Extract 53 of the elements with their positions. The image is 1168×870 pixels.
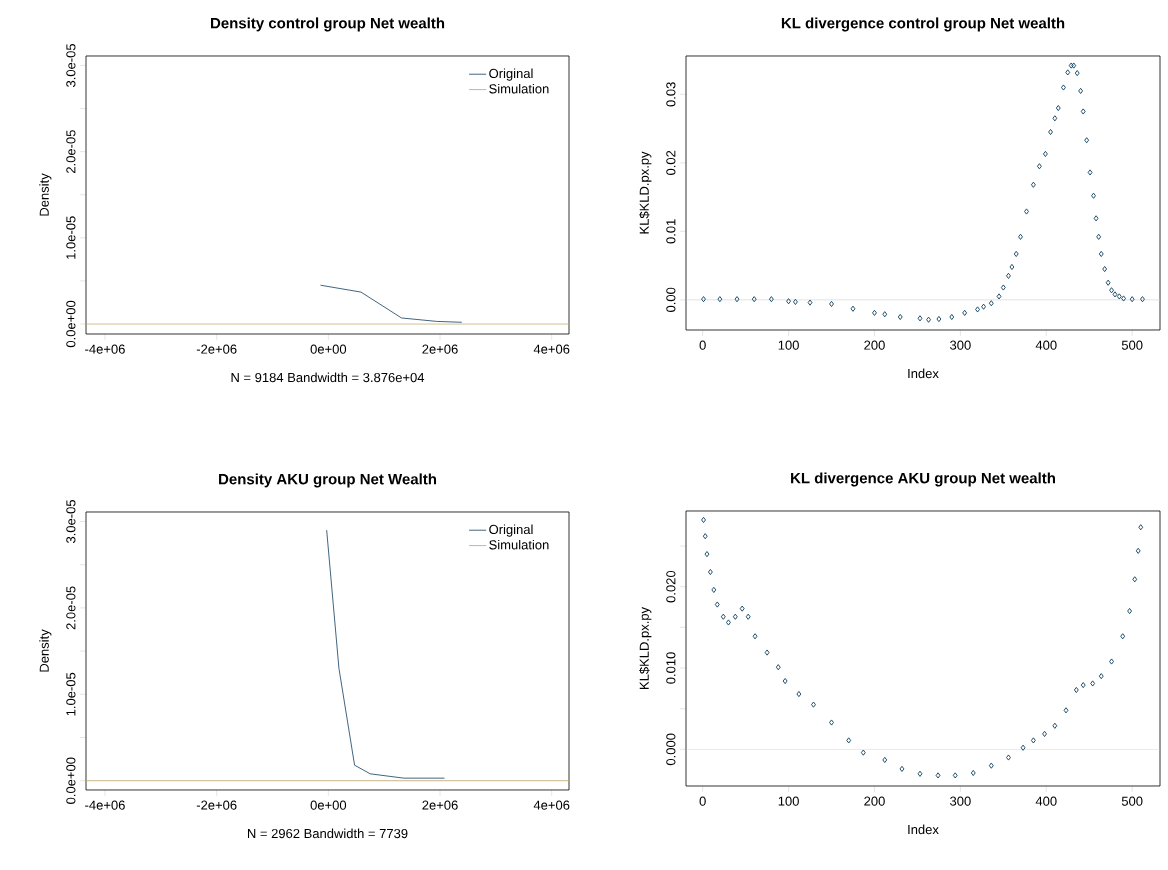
legend-label: Simulation xyxy=(489,83,549,94)
x-tick-label: 300 xyxy=(950,796,971,806)
y-tick-label: 0.000 xyxy=(666,733,676,766)
y-tick-label: 0.0e+00 xyxy=(66,300,76,348)
x-tick-label: 400 xyxy=(1035,340,1057,350)
x-tick-label: 500 xyxy=(1121,796,1143,806)
y-tick-label: 2.0e-05 xyxy=(66,130,76,174)
y-tick-label: 0.010 xyxy=(666,652,676,684)
y-tick-label: 1.0e-05 xyxy=(66,672,76,716)
x-axis-title: N = 2962 Bandwidth = 7739 xyxy=(247,828,408,839)
x-tick-label: 100 xyxy=(778,796,799,806)
chart-title: KL divergence control group Net wealth xyxy=(781,17,1065,32)
x-tick-label: 2e+06 xyxy=(422,800,458,810)
y-tick-label: 0.020 xyxy=(666,570,676,603)
x-tick-label: 500 xyxy=(1121,340,1143,350)
y-tick-label: 0.00 xyxy=(666,287,676,312)
x-axis-title: Index xyxy=(908,824,939,835)
y-tick-label: 0.0e+00 xyxy=(66,757,76,804)
x-tick-label: 4e+06 xyxy=(533,800,570,810)
y-tick-label: 0.03 xyxy=(666,82,676,107)
x-axis-title: Index xyxy=(908,368,939,379)
y-tick-label: 3.0e-05 xyxy=(66,43,76,88)
y-tick-label: 2.0e-05 xyxy=(66,586,76,630)
chart-title: Density AKU group Net Wealth xyxy=(219,473,437,488)
y-tick-label: 1.0e-05 xyxy=(66,216,76,259)
chart-title: KL divergence AKU group Net wealth xyxy=(791,472,1055,487)
x-tick-label: -2e+06 xyxy=(196,344,237,354)
x-tick-label: 300 xyxy=(950,340,971,350)
x-tick-label: 100 xyxy=(778,340,799,350)
x-tick-label: 200 xyxy=(864,340,885,350)
legend-label: Original xyxy=(489,524,533,537)
x-tick-label: 0 xyxy=(699,340,706,350)
x-tick-label: 4e+06 xyxy=(533,344,570,354)
x-tick-label: -2e+06 xyxy=(196,800,237,810)
y-tick-label: 0.01 xyxy=(666,219,676,244)
y-tick-label: 3.0e-05 xyxy=(66,500,76,544)
x-tick-label: -4e+06 xyxy=(85,344,125,354)
x-tick-label: 200 xyxy=(864,796,885,806)
y-axis-title: KL$KLD.px.py xyxy=(639,606,652,689)
chart-title: Density control group Net wealth xyxy=(211,17,445,32)
legend-label: Simulation xyxy=(489,539,549,550)
y-axis-title: Density xyxy=(39,173,52,216)
legend-label: Original xyxy=(489,68,533,81)
x-axis-title: N = 9184 Bandwidth = 3.876e+04 xyxy=(231,372,425,383)
y-tick-label: 0.02 xyxy=(666,150,676,175)
y-axis-title: Density xyxy=(39,629,52,672)
x-tick-label: 2e+06 xyxy=(422,344,458,354)
x-tick-label: 0 xyxy=(699,796,706,806)
x-tick-label: -4e+06 xyxy=(85,800,125,810)
x-tick-label: 0e+00 xyxy=(310,800,347,810)
y-axis-title: KL$KLD.px.py xyxy=(639,151,652,234)
x-tick-label: 400 xyxy=(1035,796,1057,806)
x-tick-label: 0e+00 xyxy=(310,344,347,354)
